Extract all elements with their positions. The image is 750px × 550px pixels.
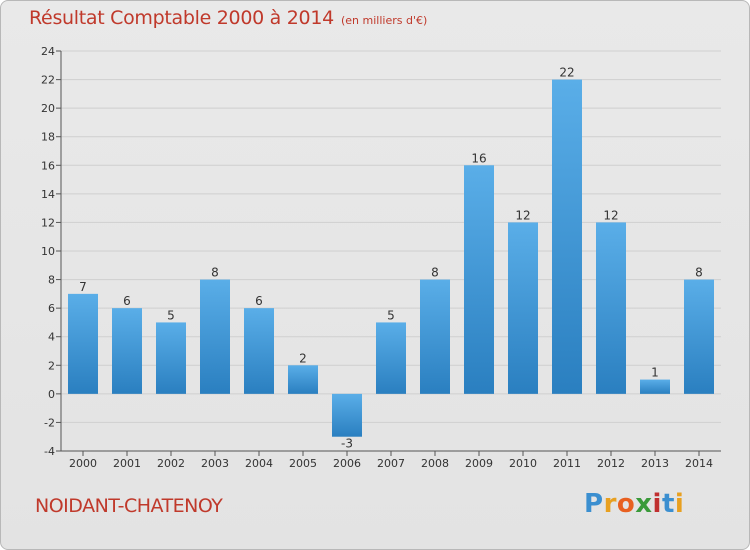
y-tick-label: 24: [41, 45, 55, 58]
proxiti-logo: Proxiti: [584, 489, 684, 519]
bar-2014: [684, 279, 714, 394]
y-tick-label: 22: [41, 74, 55, 87]
x-tick-label-2002: 2002: [157, 457, 185, 470]
logo-letter: r: [603, 489, 617, 519]
data-label-2013: 1: [651, 366, 659, 380]
commune-name: NOIDANT-CHATENOY: [35, 495, 223, 517]
y-tick-label: 12: [41, 216, 55, 229]
x-tick-label-2008: 2008: [421, 457, 449, 470]
logo-letter: i: [652, 489, 662, 519]
data-label-2008: 8: [431, 266, 439, 280]
data-label-2002: 5: [167, 308, 175, 322]
y-tick-label: 2: [48, 359, 55, 372]
bar-2000: [68, 293, 98, 394]
bar-2013: [640, 379, 670, 394]
logo-letter: P: [584, 489, 604, 519]
data-label-2010: 12: [515, 208, 530, 222]
data-label-2004: 6: [255, 294, 263, 308]
data-label-2011: 22: [559, 66, 574, 80]
y-tick-label: 10: [41, 245, 55, 258]
bar-2012: [596, 222, 626, 394]
x-tick-label-2014: 2014: [685, 457, 713, 470]
bar-2011: [552, 79, 582, 394]
bar-2007: [376, 322, 406, 394]
logo-letter: x: [635, 489, 653, 519]
x-tick-label-2005: 2005: [289, 457, 317, 470]
x-tick-label-2010: 2010: [509, 457, 537, 470]
bar-2003: [200, 279, 230, 394]
data-label-2003: 8: [211, 266, 219, 280]
data-label-2012: 12: [603, 208, 618, 222]
logo-letter: t: [661, 489, 675, 519]
y-tick-label: -4: [44, 445, 55, 458]
bar-2009: [464, 165, 494, 394]
y-tick-label: 0: [48, 388, 55, 401]
data-label-2009: 16: [471, 151, 486, 165]
x-tick-label-2012: 2012: [597, 457, 625, 470]
chart-subtitle: (en milliers d'€): [341, 14, 428, 27]
data-label-2007: 5: [387, 308, 395, 322]
logo-letter: i: [674, 489, 685, 519]
data-label-2000: 7: [79, 280, 87, 294]
y-tick-label: -2: [44, 416, 55, 429]
y-tick-label: 4: [48, 331, 55, 344]
bar-2002: [156, 322, 186, 394]
bar-2004: [244, 308, 274, 394]
y-tick-label: 20: [41, 102, 55, 115]
bar-2005: [288, 365, 318, 394]
x-tick-label-2007: 2007: [377, 457, 405, 470]
y-tick-label: 6: [48, 302, 55, 315]
x-tick-label-2009: 2009: [465, 457, 493, 470]
x-tick-label-2004: 2004: [245, 457, 273, 470]
x-tick-label-2001: 2001: [113, 457, 141, 470]
x-tick-label-2003: 2003: [201, 457, 229, 470]
bar-2010: [508, 222, 538, 394]
y-tick-label: 18: [41, 131, 55, 144]
x-tick-label-2011: 2011: [553, 457, 581, 470]
x-tick-label-2000: 2000: [69, 457, 97, 470]
y-tick-label: 14: [41, 188, 55, 201]
y-tick-label: 16: [41, 159, 55, 172]
y-tick-label: 8: [48, 274, 55, 287]
data-label-2014: 8: [695, 266, 703, 280]
chart-title: Résultat Comptable 2000 à 2014: [29, 7, 334, 29]
bar-2001: [112, 308, 142, 394]
data-label-2005: 2: [299, 351, 307, 365]
bar-2006: [332, 393, 362, 437]
bar-2008: [420, 279, 450, 394]
data-label-2006: -3: [341, 437, 353, 451]
logo-letter: o: [616, 489, 636, 519]
x-tick-label-2006: 2006: [333, 457, 361, 470]
x-tick-label-2013: 2013: [641, 457, 669, 470]
data-label-2001: 6: [123, 294, 131, 308]
